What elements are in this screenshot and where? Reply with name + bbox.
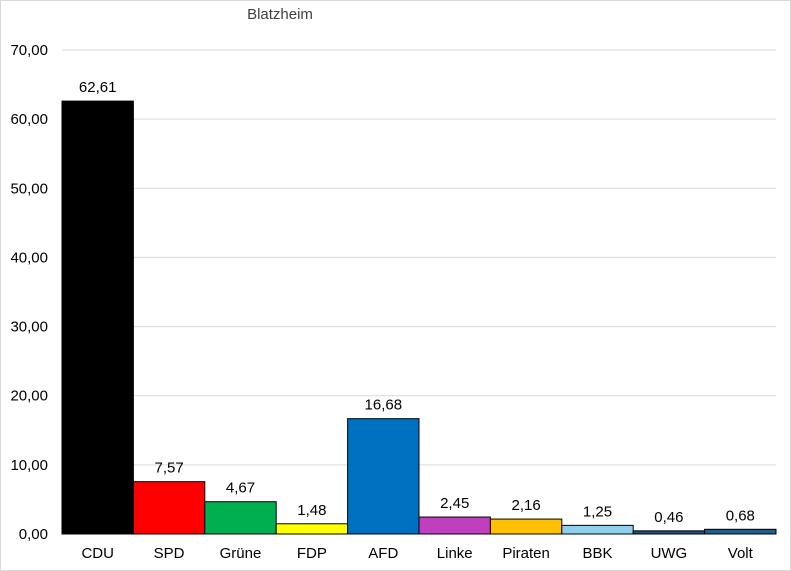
x-tick-label: FDP xyxy=(297,545,327,562)
bar-bbk xyxy=(561,524,634,535)
data-label-volt: 0,68 xyxy=(726,507,755,524)
x-tick-label: BBK xyxy=(582,545,612,562)
x-tick-label: AFD xyxy=(368,545,398,562)
x-tick-label: Volt xyxy=(728,545,754,562)
bar-piraten xyxy=(489,518,563,535)
bars xyxy=(61,100,777,535)
data-label-cdu: 62,61 xyxy=(79,79,117,96)
data-label-fdp: 1,48 xyxy=(297,502,326,519)
data-label-uwg: 0,46 xyxy=(654,509,683,526)
gridlines xyxy=(62,49,776,535)
x-axis: CDU SPD Grüne FDP AFD Linke Piraten BBK UWG Volt xyxy=(81,545,753,562)
y-tick-label: 70,00 xyxy=(10,42,48,59)
x-tick-label: Grüne xyxy=(220,545,262,562)
bar-fdp xyxy=(275,523,349,535)
y-tick-label: 10,00 xyxy=(10,457,48,474)
bar-volt xyxy=(704,528,777,535)
chart-title: Blatzheim xyxy=(247,6,313,23)
bar-afd xyxy=(347,418,420,535)
y-axis: 0,00 10,00 20,00 30,00 40,00 50,00 60,00 70,00 xyxy=(10,42,48,543)
data-label-grüne: 4,67 xyxy=(226,480,255,497)
x-tick-label: Piraten xyxy=(502,545,550,562)
x-tick-label: UWG xyxy=(651,545,688,562)
x-tick-label: CDU xyxy=(81,545,114,562)
y-tick-label: 60,00 xyxy=(10,111,48,128)
y-tick-label: 30,00 xyxy=(10,319,48,336)
bar-spd xyxy=(132,481,206,535)
data-label-linke: 2,45 xyxy=(440,495,469,512)
y-tick-label: 40,00 xyxy=(10,249,48,266)
x-tick-label: Linke xyxy=(437,545,473,562)
y-tick-label: 0,00 xyxy=(19,526,48,543)
y-tick-label: 20,00 xyxy=(10,388,48,405)
data-label-bbk: 1,25 xyxy=(583,503,612,520)
data-label-piraten: 2,16 xyxy=(511,497,540,514)
bar-linke xyxy=(418,516,491,535)
x-tick-label: SPD xyxy=(154,545,185,562)
bar-uwg xyxy=(632,530,706,535)
y-tick-label: 50,00 xyxy=(10,180,48,197)
bar-cdu xyxy=(61,100,134,535)
data-labels: 62,61 7,57 4,67 1,48 16,68 2,45 2,16 1,25 0,46 0,… xyxy=(79,79,755,526)
bar-grüne xyxy=(204,501,277,535)
data-label-afd: 16,68 xyxy=(365,397,403,414)
data-label-spd: 7,57 xyxy=(154,460,183,477)
